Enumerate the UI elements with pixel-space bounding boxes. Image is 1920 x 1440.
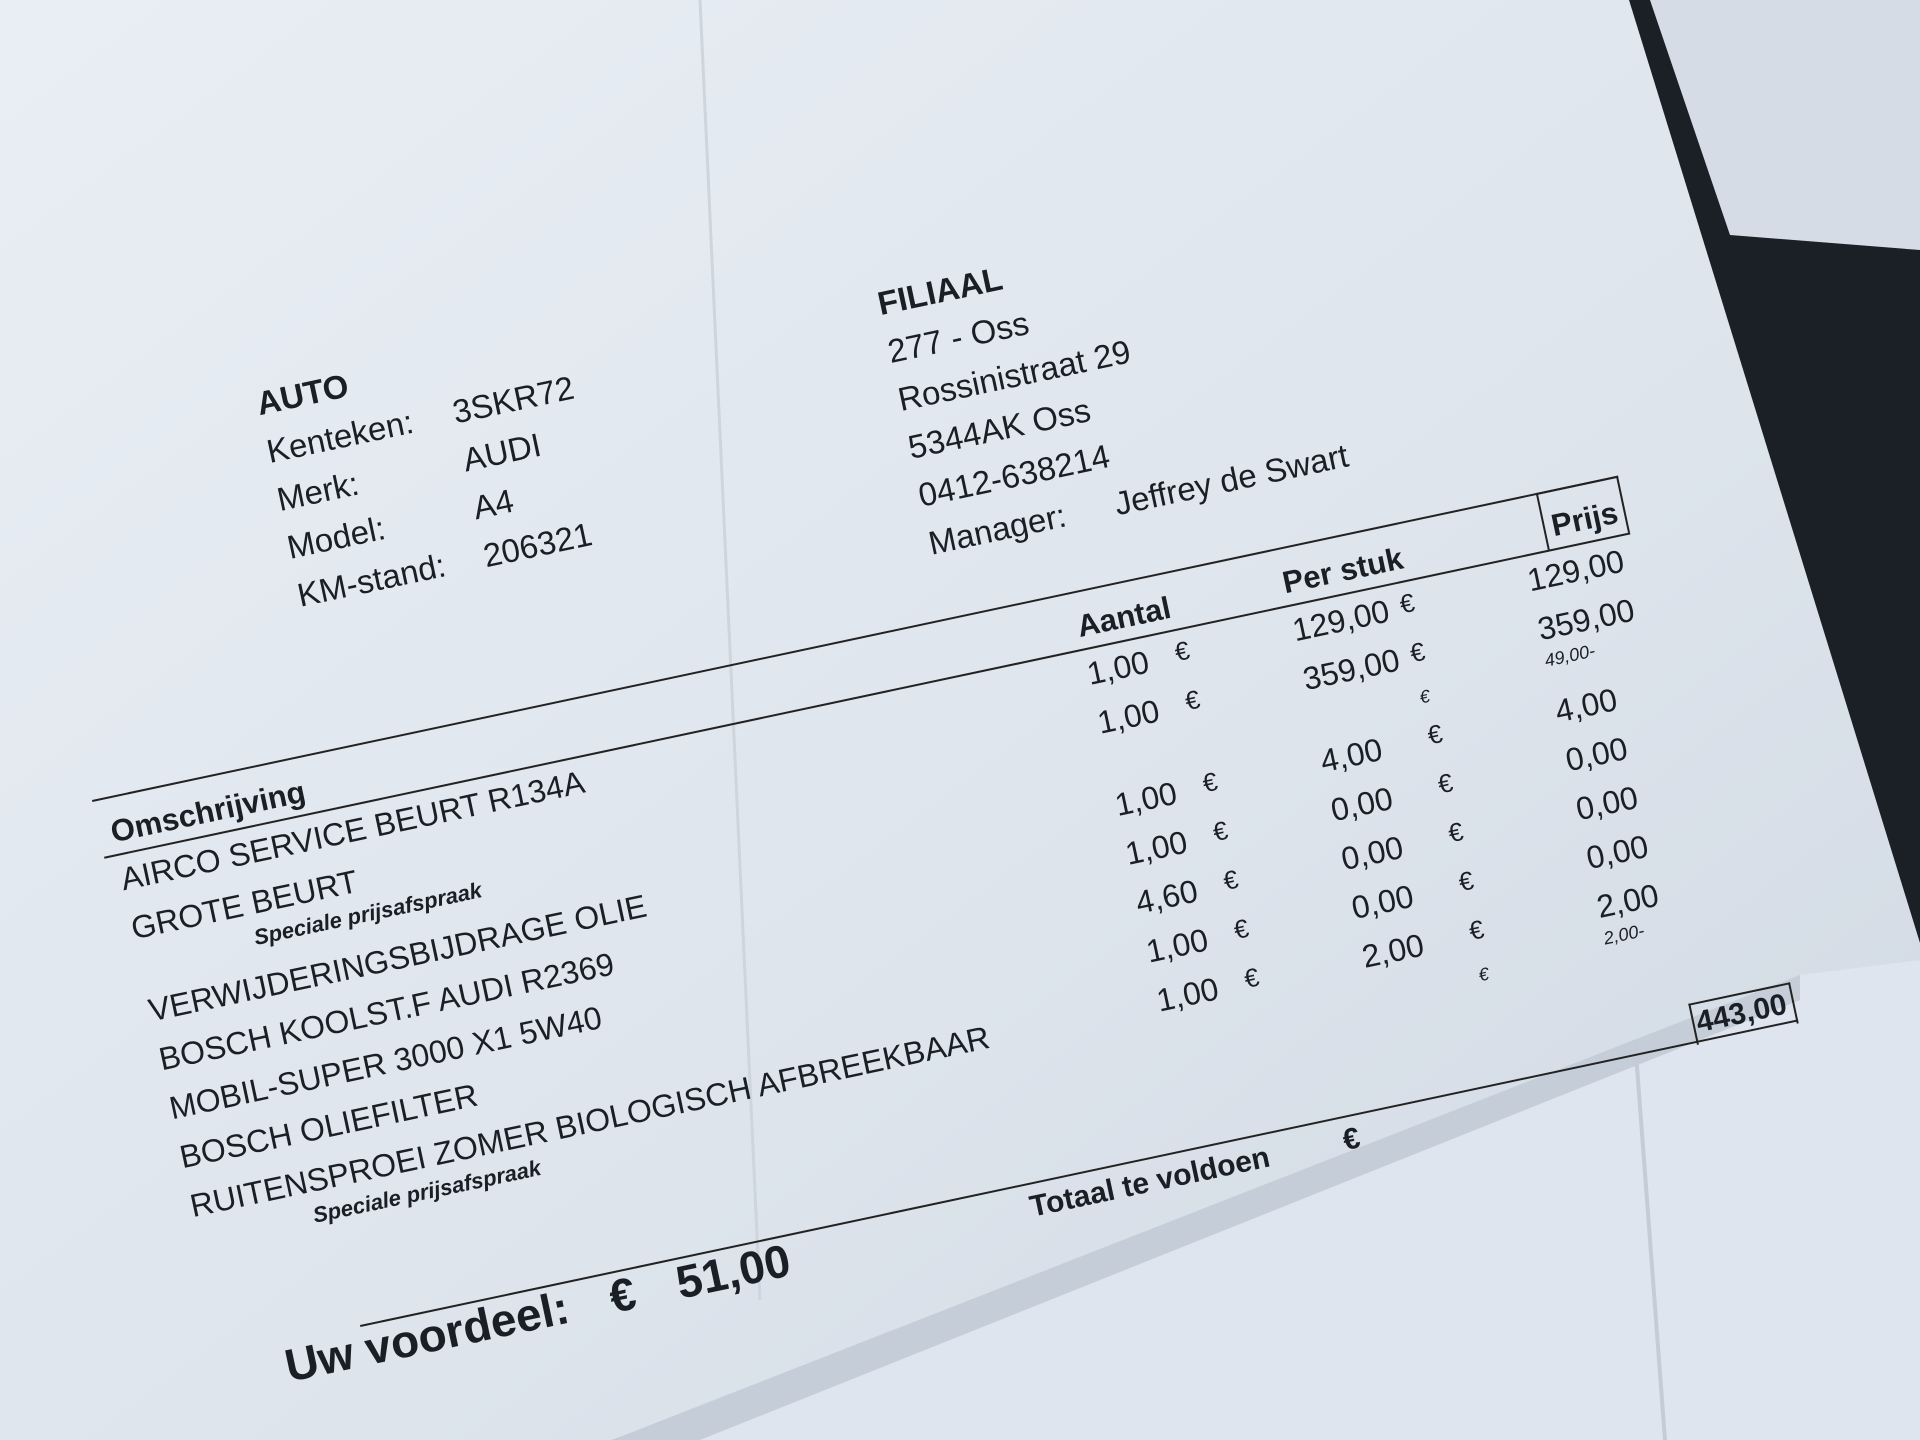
item-prijs: 2,00 xyxy=(1593,876,1662,926)
item-aantal: 1,00 xyxy=(1094,692,1163,741)
item-aantal: 1,00 xyxy=(1142,921,1212,970)
currency-symbol: € xyxy=(1445,815,1466,849)
currency-symbol: € xyxy=(1199,765,1221,799)
currency-symbol: € xyxy=(1455,864,1477,898)
currency-symbol: € xyxy=(1220,863,1241,897)
paper-shadow xyxy=(612,975,1800,1440)
currency-symbol: € xyxy=(1396,587,1418,620)
voordeel-currency: € xyxy=(604,1266,641,1323)
item-aantal: 1,00 xyxy=(1153,970,1222,1019)
currency-symbol: € xyxy=(1182,683,1203,717)
item-prijs: 0,00 xyxy=(1572,779,1642,828)
item-aantal: 4,60 xyxy=(1132,872,1201,921)
item-aantal: 1,00 xyxy=(1111,774,1181,823)
lower-paper-edge xyxy=(1633,1039,1667,1440)
currency-symbol: € xyxy=(1435,767,1456,800)
currency-symbol: € xyxy=(1230,912,1252,946)
currency-symbol: € xyxy=(1407,636,1428,669)
item-per-stuk: 0,00 xyxy=(1337,828,1407,878)
item-aantal: 1,00 xyxy=(1083,643,1153,692)
top-right-paper xyxy=(1650,0,1920,250)
item-aantal: 1,00 xyxy=(1122,823,1191,872)
currency-symbol: € xyxy=(1466,913,1487,947)
paper-fold xyxy=(698,0,762,1301)
item-prijs: 0,00 xyxy=(1562,730,1631,779)
currency-symbol: € xyxy=(1476,963,1491,986)
currency-symbol: € xyxy=(1417,685,1432,708)
currency-symbol: € xyxy=(1424,718,1446,751)
currency-symbol: € xyxy=(1241,961,1262,994)
item-per-stuk: 0,00 xyxy=(1327,780,1396,829)
item-prijs: 0,00 xyxy=(1583,827,1652,877)
item-prijs: 4,00 xyxy=(1551,681,1621,730)
currency-symbol: € xyxy=(1210,814,1231,848)
item-per-stuk: 2,00 xyxy=(1358,926,1428,975)
total-currency: € xyxy=(1339,1121,1363,1158)
currency-symbol: € xyxy=(1171,634,1193,668)
item-per-stuk: 4,00 xyxy=(1317,731,1386,780)
item-per-stuk: 0,00 xyxy=(1348,877,1417,926)
